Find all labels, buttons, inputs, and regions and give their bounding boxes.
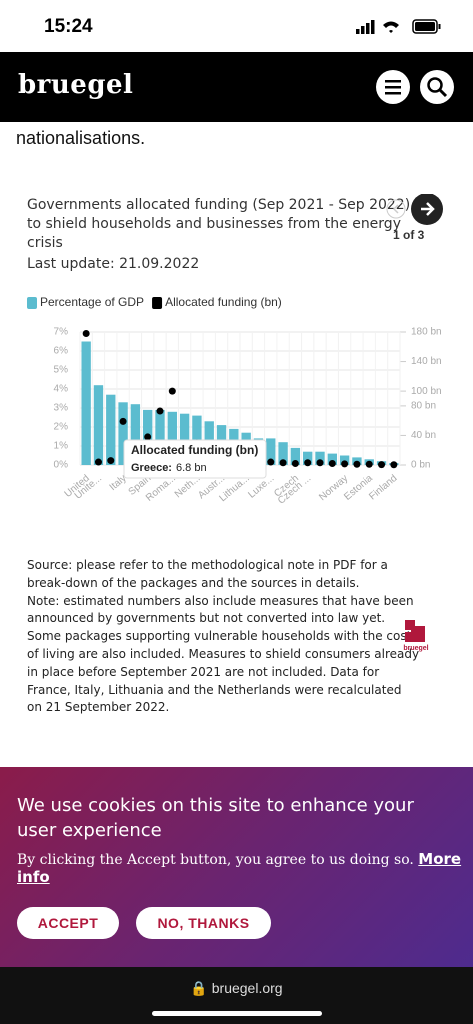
title-line: Governments allocated funding (Sep 2021 … bbox=[27, 197, 411, 213]
bar bbox=[327, 453, 337, 465]
bar bbox=[106, 394, 116, 465]
bar bbox=[266, 438, 276, 465]
note-line: Source: please refer to the methodologic… bbox=[27, 558, 388, 572]
tooltip-title: Allocated funding (bn) bbox=[131, 443, 258, 457]
url: 🔒 bruegel.org bbox=[190, 980, 283, 996]
legend-swatch bbox=[152, 297, 163, 309]
funding-dot bbox=[267, 458, 275, 466]
status-icons bbox=[356, 19, 441, 34]
note-line: in place before September 2021 are not i… bbox=[27, 664, 380, 679]
search-button[interactable] bbox=[420, 70, 454, 104]
url-bar: 🔒 bruegel.org bbox=[0, 967, 473, 1024]
y-tick-label: 2% bbox=[54, 422, 69, 433]
bar bbox=[155, 409, 165, 465]
funding-dot bbox=[156, 407, 164, 415]
notes-logo: bruegel bbox=[403, 620, 429, 652]
funding-dot bbox=[107, 457, 115, 465]
funding-dot bbox=[144, 433, 152, 441]
site-header: bruegel bbox=[0, 52, 473, 122]
bar bbox=[278, 442, 288, 465]
tooltip: Allocated funding (bn) Greece: 6.8 bn bbox=[123, 439, 267, 479]
menu-button[interactable] bbox=[376, 70, 410, 104]
chart: Percentage of GDP Allocated funding (bn) 0… bbox=[27, 295, 442, 507]
funding-dot bbox=[341, 460, 349, 468]
note-line: France, Italy, Lithuania and the Netherl… bbox=[27, 682, 402, 697]
article-text: nationalisations. bbox=[16, 128, 146, 148]
home-indicator bbox=[152, 1011, 322, 1016]
cookie-heading: We use cookies on this site to enhance y… bbox=[17, 795, 414, 841]
funding-dot bbox=[279, 459, 287, 467]
pager-label: 1 of 3 bbox=[393, 228, 425, 242]
funding-dot bbox=[119, 417, 127, 425]
tooltip-category: Greece: bbox=[131, 462, 172, 474]
cookie-banner: We use cookies on this site to enhance y… bbox=[0, 767, 473, 967]
legend-swatch bbox=[27, 297, 37, 309]
bar bbox=[290, 447, 301, 465]
chart-notes: Source: please refer to the methodologic… bbox=[27, 557, 419, 717]
y2-tick-label: 40 bn bbox=[411, 430, 436, 441]
site-logo[interactable]: bruegel bbox=[18, 70, 134, 100]
bar bbox=[303, 451, 313, 465]
chart-title: Governments allocated funding (Sep 2021 … bbox=[27, 196, 410, 274]
x-tick-label: Finland bbox=[367, 473, 399, 503]
legend-label: Percentage of GDP bbox=[40, 295, 144, 309]
y-tick-label: 3% bbox=[54, 403, 69, 414]
bar bbox=[81, 341, 91, 465]
more-info-link[interactable]: More info bbox=[17, 850, 462, 886]
note-line: break-down of the packages and the sourc… bbox=[27, 575, 360, 590]
y-tick-label: 1% bbox=[54, 441, 69, 452]
bar bbox=[93, 385, 104, 465]
title-line: crisis bbox=[27, 235, 63, 251]
funding-dot bbox=[365, 460, 373, 468]
clock: 15:24 bbox=[44, 16, 93, 37]
legend-label: Allocated funding (bn) bbox=[165, 295, 282, 309]
decline-button[interactable]: NO, THANKS bbox=[136, 907, 271, 939]
note-line: Some packages supporting vulnerable hous… bbox=[27, 629, 412, 644]
funding-dot bbox=[390, 461, 398, 469]
y2-tick-label: 80 bn bbox=[411, 401, 436, 412]
y2-tick-label: 0 bn bbox=[411, 460, 430, 471]
bar bbox=[167, 411, 177, 465]
note-line: Note: estimated numbers also include mea… bbox=[27, 593, 414, 608]
tooltip-box bbox=[123, 439, 267, 479]
cookie-body: By clicking the Accept button, you agree… bbox=[17, 852, 414, 868]
bar bbox=[339, 455, 350, 465]
cookie-text: By clicking the Accept button, you agree… bbox=[17, 850, 462, 886]
funding-dot bbox=[378, 461, 386, 469]
funding-dot bbox=[304, 459, 312, 467]
y-tick-label: 0% bbox=[54, 460, 69, 471]
funding-dot bbox=[353, 460, 361, 468]
bar bbox=[179, 413, 190, 465]
last-update: Last update: 21.09.2022 bbox=[27, 256, 200, 272]
bar bbox=[118, 402, 128, 465]
y-tick-label: 7% bbox=[54, 327, 69, 338]
funding-dot bbox=[316, 459, 324, 467]
accept-button[interactable]: ACCEPT bbox=[17, 907, 119, 939]
note-line: of living are also included. Measures to… bbox=[27, 646, 420, 661]
note-line: announced by governments but not convert… bbox=[27, 611, 386, 626]
note-line: on 21 September 2022. bbox=[27, 700, 170, 715]
y-tick-label: 6% bbox=[54, 346, 69, 357]
url-text: bruegel.org bbox=[211, 980, 283, 996]
funding-dot bbox=[291, 460, 299, 468]
notes-logo-text: bruegel bbox=[403, 645, 428, 652]
prev-button[interactable] bbox=[386, 199, 406, 219]
y-tick-label: 5% bbox=[54, 365, 69, 376]
funding-dot bbox=[82, 329, 90, 337]
y2-tick-label: 140 bn bbox=[411, 356, 442, 367]
funding-dot bbox=[328, 460, 336, 468]
tooltip-value: 6.8 bn bbox=[176, 462, 207, 474]
bar bbox=[130, 404, 141, 465]
y2-tick-label: 180 bn bbox=[411, 327, 442, 338]
funding-dot bbox=[168, 387, 176, 395]
status-bar: 15:24 bbox=[0, 0, 473, 52]
y2-tick-label: 100 bn bbox=[411, 386, 442, 397]
bar bbox=[315, 451, 325, 465]
pager-arrows bbox=[386, 194, 443, 225]
y-tick-label: 4% bbox=[54, 384, 69, 395]
funding-dot bbox=[94, 458, 102, 466]
title-line: to shield households and businesses from… bbox=[27, 216, 401, 232]
